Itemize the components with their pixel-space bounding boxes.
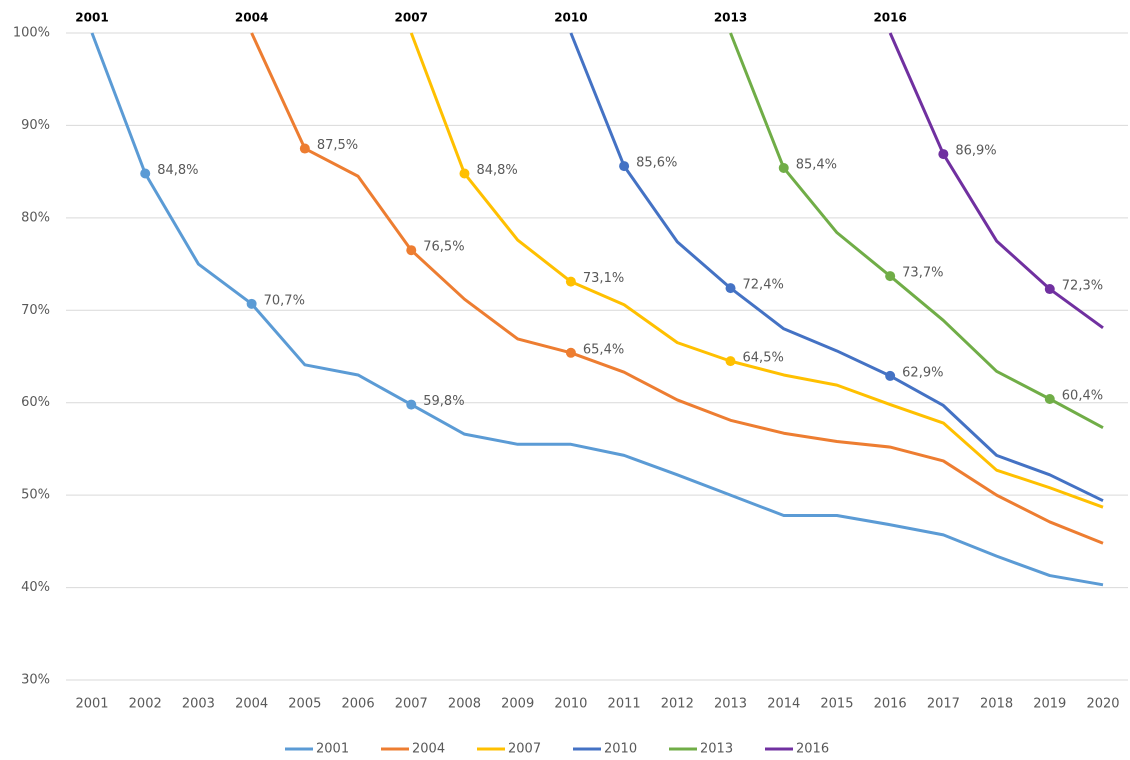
series-start-label: 2010: [554, 11, 587, 25]
x-tick-label: 2013: [714, 697, 747, 712]
data-label: 84,8%: [476, 163, 517, 178]
y-tick-label: 50%: [21, 488, 50, 503]
data-point: [140, 168, 151, 179]
data-point: [565, 347, 576, 358]
data-label: 86,9%: [955, 144, 996, 159]
x-tick-label: 2008: [448, 697, 481, 712]
data-point: [406, 245, 417, 256]
data-label: 76,5%: [423, 240, 464, 255]
data-point: [725, 356, 736, 367]
data-point: [299, 143, 310, 154]
x-tick-label: 2015: [820, 697, 853, 712]
x-tick-label: 2004: [235, 697, 268, 712]
x-tick-label: 2007: [395, 697, 428, 712]
series-start-label: 2007: [395, 11, 428, 25]
x-tick-label: 2011: [608, 697, 641, 712]
data-label: 84,8%: [157, 163, 198, 178]
y-tick-label: 30%: [21, 673, 50, 688]
data-label: 72,4%: [743, 278, 784, 293]
data-point: [246, 298, 257, 309]
data-label: 73,1%: [583, 271, 624, 286]
data-label: 87,5%: [317, 138, 358, 153]
series-start-label: 2016: [873, 11, 906, 25]
x-tick-label: 2012: [661, 697, 694, 712]
y-tick-label: 100%: [13, 26, 50, 41]
y-tick-label: 70%: [21, 303, 50, 318]
data-point: [1044, 284, 1055, 295]
data-label: 64,5%: [743, 351, 784, 366]
legend-label: 2004: [412, 742, 445, 757]
x-tick-label: 2005: [288, 697, 321, 712]
legend-label: 2010: [604, 742, 637, 757]
legend-label: 2013: [700, 742, 733, 757]
y-tick-label: 60%: [21, 395, 50, 410]
data-label: 72,3%: [1062, 279, 1103, 294]
legend-label: 2016: [796, 742, 829, 757]
data-point: [885, 370, 896, 381]
series-start-label: 2004: [235, 11, 268, 25]
x-tick-label: 2016: [874, 697, 907, 712]
data-point: [1044, 394, 1055, 405]
x-tick-label: 2014: [767, 697, 800, 712]
data-label: 70,7%: [264, 293, 305, 308]
series-start-label: 2001: [75, 11, 108, 25]
x-tick-label: 2018: [980, 697, 1013, 712]
data-point: [725, 283, 736, 294]
data-label: 85,4%: [796, 157, 837, 172]
x-tick-label: 2002: [129, 697, 162, 712]
x-tick-label: 2006: [342, 697, 375, 712]
data-point: [619, 161, 630, 172]
x-tick-label: 2009: [501, 697, 534, 712]
data-point: [406, 399, 417, 410]
series-line: [569, 32, 1104, 503]
series-line: [888, 32, 1104, 330]
x-tick-label: 2003: [182, 697, 215, 712]
x-tick-label: 2001: [75, 697, 108, 712]
y-tick-label: 40%: [21, 580, 50, 595]
x-tick-label: 2017: [927, 697, 960, 712]
data-point: [565, 276, 576, 287]
legend-label: 2007: [508, 742, 541, 757]
series-line: [409, 32, 1104, 509]
series-start-label: 2013: [714, 11, 747, 25]
x-tick-label: 2020: [1086, 697, 1119, 712]
data-label: 59,8%: [423, 394, 464, 409]
data-point: [778, 162, 789, 173]
data-label: 65,4%: [583, 342, 624, 357]
data-label: 85,6%: [636, 156, 677, 171]
x-tick-label: 2019: [1033, 697, 1066, 712]
y-tick-label: 80%: [21, 210, 50, 225]
legend-label: 2001: [316, 742, 349, 757]
data-point: [459, 168, 470, 179]
y-tick-label: 90%: [21, 118, 50, 133]
data-point: [938, 149, 949, 160]
x-tick-label: 2010: [554, 697, 587, 712]
data-label: 60,4%: [1062, 389, 1103, 404]
series-line: [250, 32, 1104, 545]
series-line: [729, 32, 1104, 429]
data-label: 62,9%: [902, 365, 943, 380]
data-label: 73,7%: [902, 266, 943, 281]
data-point: [885, 271, 896, 282]
series-line: [90, 32, 1104, 587]
